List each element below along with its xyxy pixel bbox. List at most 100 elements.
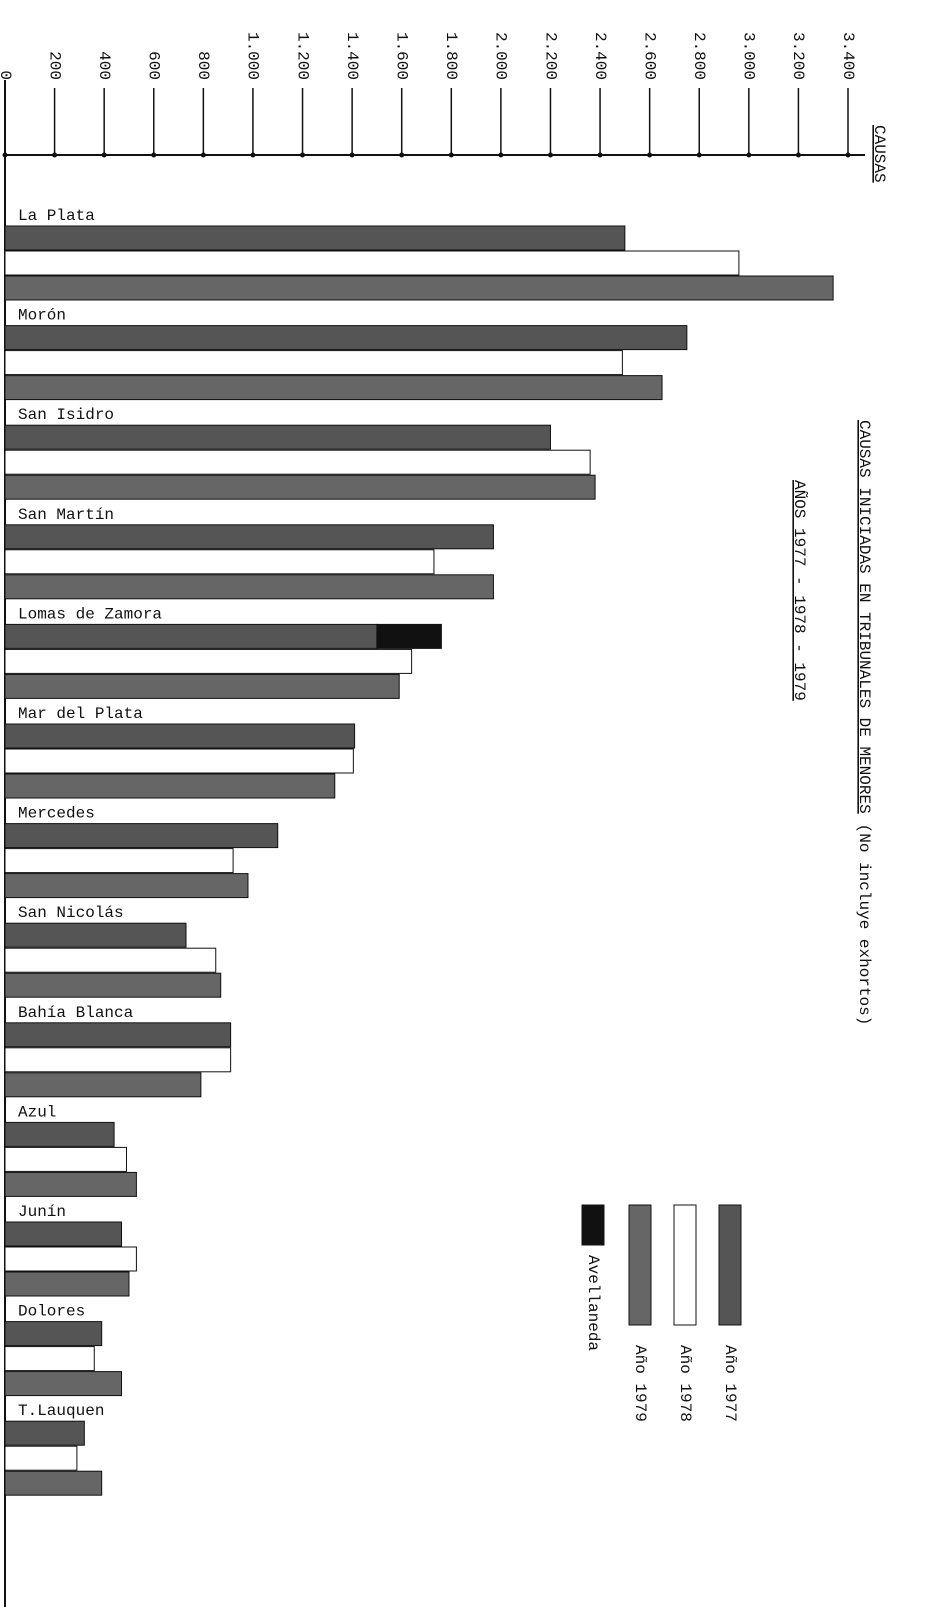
x-tick-label: 1.400	[343, 32, 361, 80]
x-tick-label: 2.800	[690, 32, 708, 80]
x-tick-label: 1.000	[244, 32, 262, 80]
tick-dot	[696, 152, 702, 158]
bar	[4, 524, 494, 550]
axis-label: CAUSAS	[870, 125, 888, 183]
bar	[4, 1171, 137, 1197]
category-label: Azul	[18, 1103, 56, 1121]
x-tick-label: 1.200	[293, 32, 311, 80]
tick-dot	[845, 152, 851, 158]
bar	[4, 922, 187, 948]
tick-dot	[349, 152, 355, 158]
category-label: Mar del Plata	[18, 705, 143, 723]
bar	[4, 1146, 127, 1172]
bar	[4, 1271, 130, 1297]
bar	[4, 1121, 115, 1147]
bar	[4, 375, 663, 401]
bar	[4, 1321, 103, 1347]
bar	[4, 748, 354, 774]
bar	[4, 275, 834, 301]
x-tick-label: 600	[145, 51, 163, 80]
bar	[4, 1445, 78, 1471]
legend-label: Avellaneda	[584, 1255, 602, 1351]
bar	[4, 823, 279, 849]
x-tick-label: 800	[194, 51, 212, 80]
tick-dot	[547, 152, 553, 158]
bar	[4, 1022, 232, 1048]
x-tick-label: 2.400	[591, 32, 609, 80]
bar	[4, 350, 623, 376]
tick-dot	[647, 152, 653, 158]
tick-dot	[597, 152, 603, 158]
bar	[4, 623, 378, 649]
category-label: San Nicolás	[18, 904, 124, 922]
x-tick-label: 2.200	[541, 32, 559, 80]
bar	[376, 623, 442, 649]
category-label: Junín	[18, 1203, 66, 1221]
tick-dot	[151, 152, 157, 158]
bar	[4, 1470, 103, 1496]
bar	[4, 873, 249, 899]
bar	[4, 773, 336, 799]
bar	[4, 1420, 85, 1446]
bar	[4, 474, 596, 500]
chart-subtitle: AÑOS 1977 - 1978 - 1979	[790, 480, 809, 701]
x-tick-label: 1.600	[392, 32, 410, 80]
title-text: CAUSAS INICIADAS EN TRIBUNALES DE MENORE…	[855, 420, 873, 814]
category-label: La Plata	[18, 207, 95, 225]
tick-dot	[300, 152, 306, 158]
tick-dot	[399, 152, 405, 158]
x-tick-label: 3.200	[789, 32, 807, 80]
bar	[4, 947, 217, 973]
bar	[4, 574, 494, 600]
bar	[4, 723, 356, 749]
bar	[4, 1371, 123, 1397]
category-label: Morón	[18, 307, 66, 325]
bar	[4, 1047, 232, 1073]
tick-dot	[2, 152, 8, 158]
bar	[4, 848, 234, 874]
x-tick-label: 3.400	[839, 32, 857, 80]
tick-dot	[250, 152, 256, 158]
tick-dot	[200, 152, 206, 158]
category-label: T.Lauquen	[18, 1402, 104, 1420]
legend-label: Año 1979	[631, 1345, 649, 1422]
category-label: San Martín	[18, 506, 114, 524]
legend-swatch	[718, 1204, 742, 1326]
category-label: Mercedes	[18, 805, 95, 823]
tick-dot	[795, 152, 801, 158]
bar	[4, 1221, 123, 1247]
category-label: Bahía Blanca	[18, 1004, 134, 1022]
x-tick-label: 0	[0, 70, 14, 80]
title-note: (No incluye exhortos)	[855, 824, 873, 1026]
bar	[4, 449, 591, 475]
bar	[4, 424, 551, 450]
x-tick-label: 3.000	[740, 32, 758, 80]
tick-dot	[101, 152, 107, 158]
bar	[4, 549, 435, 575]
legend-label: Año 1977	[721, 1345, 739, 1422]
bar	[4, 673, 400, 699]
category-label: San Isidro	[18, 406, 114, 424]
legend-label: Año 1978	[676, 1345, 694, 1422]
x-tick-label: 400	[95, 51, 113, 80]
bar	[4, 225, 626, 251]
x-tick-label: 1.800	[442, 32, 460, 80]
tick-dot	[52, 152, 58, 158]
tick-dot	[498, 152, 504, 158]
category-label: Dolores	[18, 1303, 85, 1321]
bar	[4, 1246, 137, 1272]
x-tick-label: 200	[45, 51, 63, 80]
bar	[4, 250, 740, 276]
bar	[4, 325, 688, 351]
legend-swatch	[581, 1204, 605, 1246]
bar	[4, 972, 222, 998]
bar	[4, 648, 413, 674]
tick-dot	[746, 152, 752, 158]
bar	[4, 1072, 202, 1098]
tick-dot	[448, 152, 454, 158]
x-tick-label: 2.000	[492, 32, 510, 80]
bar	[4, 1346, 95, 1372]
x-tick-label: 2.600	[640, 32, 658, 80]
chart-title: CAUSAS INICIADAS EN TRIBUNALES DE MENORE…	[855, 420, 873, 1025]
